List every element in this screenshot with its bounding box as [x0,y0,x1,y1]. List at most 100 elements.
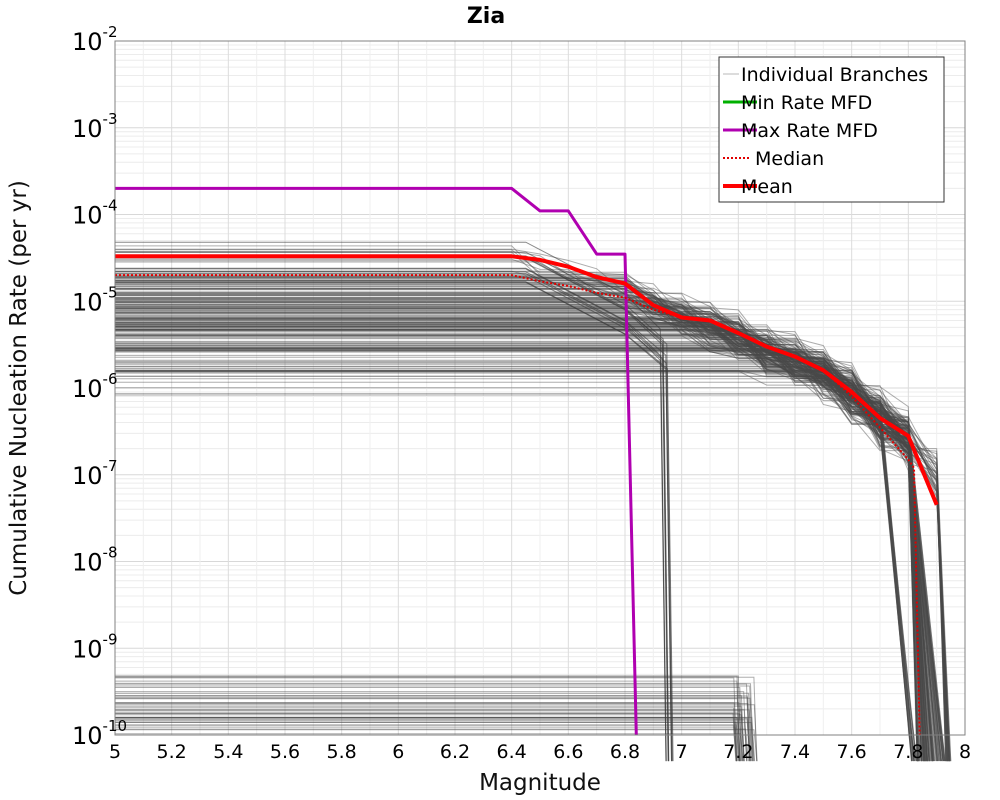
branch-line [115,709,753,762]
branch-line [115,714,745,762]
branch-line [115,381,925,762]
branch-line [115,369,934,762]
branch-line [115,718,751,762]
branch-line [115,328,933,762]
branch-line [115,278,918,762]
y-tick-label: 10-2 [72,23,118,56]
branch-line [115,327,933,762]
branch-line [115,270,946,762]
branch-line [115,375,948,762]
branch-line [115,322,919,762]
x-tick-label: 5.2 [157,741,187,763]
legend-label: Individual Branches [741,64,928,86]
branch-line [115,702,738,762]
branch-line [115,695,745,762]
branch-line [115,312,935,762]
branch-line [115,289,951,762]
branch-line [115,345,925,762]
branch-line [115,717,751,762]
legend-label: Mean [741,176,793,198]
branch-line [115,710,745,762]
x-tick-label: 7.2 [723,741,753,763]
branch-line [115,325,938,762]
branch-line [115,335,947,762]
branch-line [115,306,944,762]
branch-line [115,371,951,762]
branch-line [115,323,915,762]
branch-line [115,300,922,762]
x-tick-label: 6.2 [440,741,470,763]
branch-line [115,329,931,762]
branch-line [115,729,758,762]
branch-line [115,307,919,762]
individual-branches [115,241,952,762]
branch-line [115,369,918,762]
branch-line [115,349,922,762]
branch-line [115,675,742,762]
branch-line [115,320,933,762]
x-tick-label: 6.8 [610,741,640,763]
branch-line [115,334,920,762]
branch-line [115,279,950,762]
branch-line [115,707,737,762]
branch-line [115,325,925,762]
x-tick-label: 6.4 [497,741,527,763]
branch-line [115,370,950,762]
branch-line [115,716,756,762]
legend-label: Median [755,148,824,170]
x-tick-label: 5 [109,741,121,763]
branch-line [115,280,930,762]
branch-line [115,728,749,762]
branch-line [115,248,919,762]
branch-line [115,328,933,762]
branch-line [115,366,922,762]
branch-line [115,276,913,762]
x-tick-label: 7.6 [837,741,867,763]
branch-line [115,696,751,762]
series-mean [115,254,939,506]
branch-line [115,310,944,762]
branch-line [115,370,928,762]
x-tick-labels: 5 5.2 5.4 5.6 5.8 6 6.2 6.4 6.6 6.8 7 7.2 7.4 7.6 7.8 8 [109,741,971,763]
branch-line [115,329,950,762]
branch-line [115,338,948,762]
branch-line [115,281,918,762]
branch-line [115,356,913,762]
branch-line [115,698,741,762]
branch-line [115,347,921,762]
y-tick-label: 10-3 [72,110,118,143]
branch-line [115,292,922,762]
y-tick-labels: 10-2 10-3 10-4 10-5 10-6 10-7 10-8 10-9 10-10 [72,23,127,750]
branch-line [115,687,744,762]
branch-line [115,326,934,762]
y-tick-label: 10-4 [72,197,118,230]
branch-line [115,294,948,762]
branch-line [115,308,914,762]
branch-line [115,368,951,762]
branch-line [115,324,950,762]
x-tick-label: 7 [676,741,688,763]
branch-line [115,705,745,762]
branch-line [115,709,748,762]
branch-line [115,292,919,762]
y-tick-label: 10-7 [72,457,118,490]
branch-line [115,322,948,762]
branch-line [115,697,754,762]
x-tick-label: 6 [392,741,404,763]
branch-line [115,342,924,762]
branch-line [115,334,941,762]
branch-line [115,370,946,762]
branch-line [115,347,930,762]
branch-line [115,716,741,762]
y-tick-label: 10-9 [72,630,118,663]
x-tick-label: 5.8 [327,741,357,763]
branch-line [115,285,947,762]
branch-line [115,351,942,762]
branch-line [115,349,913,762]
series-lines [115,186,939,736]
branch-line [115,345,952,762]
branch-line [115,299,949,762]
legend-label: Max Rate MFD [741,120,878,142]
branch-line [115,722,755,762]
